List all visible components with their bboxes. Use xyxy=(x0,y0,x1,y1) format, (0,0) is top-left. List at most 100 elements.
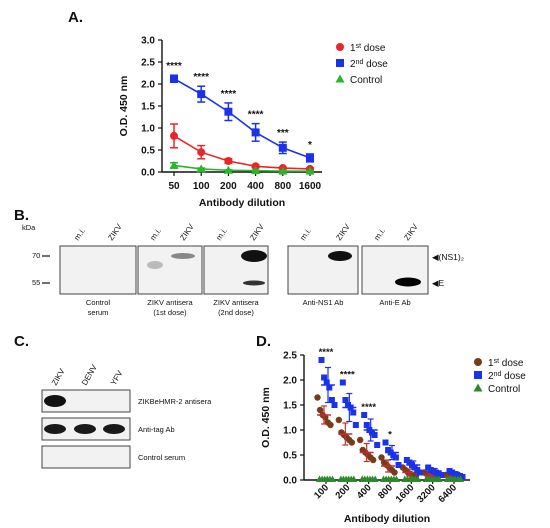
d-x-tick-label: 100 xyxy=(312,482,331,501)
caption-control-1: Control xyxy=(86,298,111,307)
a-y-tick-label: 3.0 xyxy=(141,36,155,47)
panel-c-label: C. xyxy=(14,333,29,350)
caption-anti-ns1: Anti-NS1 Ab xyxy=(303,298,344,307)
d-point xyxy=(356,436,364,444)
d-point xyxy=(348,439,356,446)
marker-55: 55 xyxy=(32,278,40,287)
d-legend-1-label: 2nd dose xyxy=(488,371,526,383)
d-y-tick-label: 1.0 xyxy=(283,426,297,437)
a-x-tick-label: 400 xyxy=(247,181,264,192)
d-point xyxy=(323,379,330,386)
blot-zikbehmr2 xyxy=(41,389,131,413)
d-point xyxy=(382,439,389,446)
a-x-tick-label: 50 xyxy=(168,181,180,192)
lane-label-b: m.i. xyxy=(214,226,229,242)
lane-label-b: ZIKV xyxy=(178,222,196,242)
d-point xyxy=(392,454,399,461)
a-point xyxy=(305,166,315,175)
a-x-tick-label: 800 xyxy=(274,181,291,192)
a-point xyxy=(278,166,288,175)
d-point xyxy=(316,406,324,414)
a-legend-1-marker xyxy=(336,59,344,67)
caption-1st-dose-2: (1st dose) xyxy=(153,308,187,317)
a-y-tick-label: 1.0 xyxy=(141,124,155,135)
a-series-line-0 xyxy=(173,135,311,170)
a-point xyxy=(224,107,233,116)
lane-label-c: YFV xyxy=(109,368,125,387)
a-legend-0-label: 1st dose xyxy=(350,43,386,55)
caption-anti-e: Anti-E Ab xyxy=(379,298,410,307)
a-series-line-1 xyxy=(173,78,311,159)
d-point xyxy=(335,416,343,424)
a-y-axis-title: O.D. 450 nm xyxy=(118,76,130,137)
caption-2nd-dose-2: (2nd dose) xyxy=(218,308,254,317)
a-significance: * xyxy=(308,140,312,151)
band-zikv-anti-tag xyxy=(44,424,66,434)
d-x-axis-title: Antibody dilution xyxy=(344,513,430,525)
lane-label-b: ZIKV xyxy=(248,222,266,242)
d-x-tick-label: 400 xyxy=(355,482,374,501)
a-point xyxy=(223,165,233,174)
d-x-tick-label: 6400 xyxy=(436,482,459,505)
a-point xyxy=(196,164,206,173)
a-x-tick-label: 200 xyxy=(220,181,237,192)
band-e-anti-e xyxy=(395,277,421,287)
a-y-tick-label: 2.5 xyxy=(141,58,155,69)
d-legend-1-marker xyxy=(474,371,482,379)
d-point xyxy=(352,422,359,428)
band-denv-anti-tag xyxy=(74,424,96,434)
d-point xyxy=(339,379,346,386)
lane-label-c: DENV xyxy=(80,363,99,387)
a-series-line-2 xyxy=(173,164,310,172)
a-point xyxy=(197,90,206,99)
d-significance: **** xyxy=(319,347,334,358)
a-point xyxy=(170,131,178,140)
a-point xyxy=(170,74,178,83)
d-point xyxy=(314,394,321,401)
a-point xyxy=(306,153,314,162)
a-significance: *** xyxy=(277,128,289,139)
lane-label-b: ZIKV xyxy=(334,222,352,242)
panel-a-label: A. xyxy=(68,9,83,26)
d-legend-0-label: 1st dose xyxy=(488,358,524,370)
d-point xyxy=(369,456,377,464)
a-legend-1-label: 2nd dose xyxy=(350,59,388,71)
d-significance: **** xyxy=(361,402,376,413)
panel-d-label: D. xyxy=(256,333,271,350)
d-point xyxy=(459,474,466,480)
band-yfv-anti-tag xyxy=(103,424,125,434)
blot-zikv-1st-dose xyxy=(137,245,203,295)
d-point xyxy=(361,412,368,418)
blot-anti-e xyxy=(361,245,429,295)
row-label-anti-tag: Anti-tag Ab xyxy=(138,425,175,434)
band-ns1-2nd-dose xyxy=(241,250,267,262)
row-label-control-serum: Control serum xyxy=(138,453,185,462)
a-legend-2-marker xyxy=(335,74,345,83)
a-point xyxy=(169,160,179,169)
e-band-label: ◀E xyxy=(432,278,445,288)
d-y-tick-label: 0.5 xyxy=(283,451,297,462)
band-ns1-anti-ns1 xyxy=(328,251,352,261)
a-legend-0-marker xyxy=(336,43,344,51)
chart-d: 0.0 0.5 1.0 1.5 2.0 2.5 100 200 400 8001600320064… xyxy=(260,347,526,525)
d-y-axis-title: O.D. 450 nm xyxy=(260,387,272,448)
lane-label-b: ZIKV xyxy=(106,222,124,242)
d-point xyxy=(342,397,349,403)
a-point xyxy=(251,166,261,175)
lane-label-c: ZIKV xyxy=(50,367,67,387)
d-point xyxy=(363,422,370,428)
a-point xyxy=(251,128,260,137)
d-significance: **** xyxy=(340,370,355,381)
lane-label-b: m.i. xyxy=(372,226,387,242)
d-point xyxy=(321,374,328,381)
a-significance: **** xyxy=(166,61,182,72)
d-y-tick-label: 2.5 xyxy=(283,351,297,362)
a-point xyxy=(197,148,206,157)
d-legend-2-label: Control xyxy=(488,384,520,395)
blot-control-serum xyxy=(59,245,137,295)
lane-label-b: m.i. xyxy=(148,226,163,242)
d-point xyxy=(378,454,385,461)
a-significance: **** xyxy=(248,110,264,121)
a-y-tick-label: 1.5 xyxy=(141,102,155,113)
row-label-zikbehmr2: ZIKBeHMR-2 antisera xyxy=(138,397,212,406)
